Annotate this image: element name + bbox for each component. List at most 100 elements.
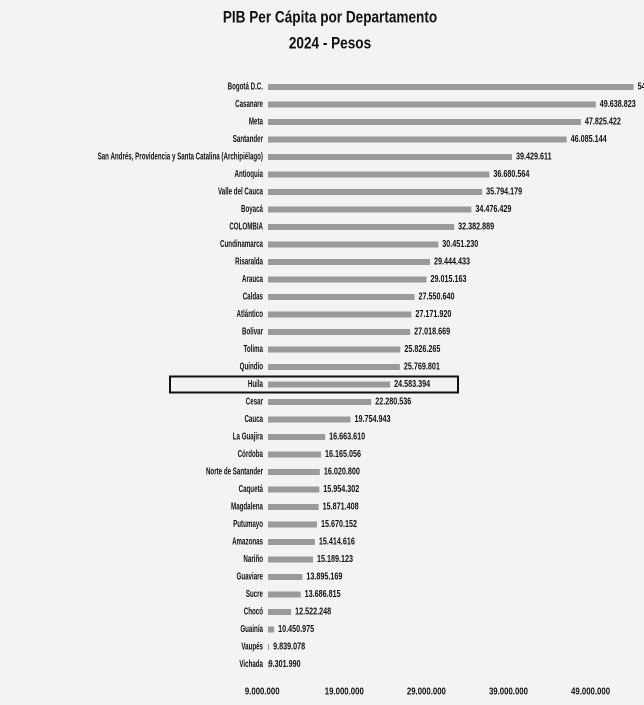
- value-label: 22.280.536: [375, 395, 411, 406]
- value-label: 35.794.179: [486, 185, 522, 196]
- bar: [268, 521, 317, 528]
- bar: [268, 399, 372, 405]
- bar: [268, 469, 320, 475]
- bar: [268, 119, 581, 125]
- value-label: 9.839.078: [273, 640, 305, 651]
- bar: [268, 609, 292, 615]
- value-label: 27.550.640: [418, 290, 454, 301]
- value-label: 39.429.611: [516, 150, 552, 161]
- value-label: 30.451.230: [442, 238, 478, 249]
- chart-subtitle: 2024 - Pesos: [289, 34, 371, 53]
- y-tick-label: Caldas: [243, 290, 264, 302]
- bar: [268, 486, 320, 493]
- value-label: 34.476.429: [475, 203, 511, 214]
- value-label: 25.769.801: [404, 360, 440, 371]
- y-tick-label: Antioquia: [234, 168, 263, 180]
- value-label: 12.522.248: [295, 605, 331, 616]
- value-label: 49.638.823: [600, 98, 636, 109]
- value-label: 27.018.669: [414, 325, 450, 336]
- value-label: 46.085.144: [571, 133, 607, 144]
- value-label: 16.663.610: [329, 430, 365, 441]
- bar: [268, 224, 455, 230]
- bar: [268, 539, 315, 545]
- x-tick-label: 29.000.000: [407, 686, 446, 697]
- y-tick-label: Chocó: [244, 605, 263, 617]
- value-label: 36.680.564: [493, 168, 529, 179]
- y-tick-label: San Andrés, Providencia y Santa Catalina…: [98, 150, 264, 162]
- y-tick-label: COLOMBIA: [229, 220, 263, 232]
- x-tick-label: 39.000.000: [489, 686, 528, 697]
- bar: [268, 189, 483, 195]
- y-tick-label: Santander: [233, 133, 264, 145]
- bar: [268, 294, 415, 300]
- value-label: 24.583.394: [394, 378, 430, 389]
- bar: [268, 259, 431, 265]
- value-label: 9.301.990: [269, 658, 301, 669]
- bar: [268, 626, 275, 633]
- bar: [268, 434, 326, 440]
- bar: [268, 644, 270, 650]
- y-tick-label: Cundinamarca: [220, 238, 263, 250]
- bar: [268, 346, 401, 353]
- value-label: 10.450.975: [278, 623, 314, 634]
- value-label: 19.754.943: [354, 413, 390, 424]
- bar: [268, 591, 301, 598]
- y-tick-label: Caquetá: [239, 483, 264, 495]
- y-tick-label: Magdalena: [231, 500, 263, 512]
- y-tick-label: Huila: [248, 378, 263, 390]
- y-tick-label: Cauca: [244, 413, 263, 425]
- y-tick-label: Meta: [249, 115, 263, 127]
- y-tick-label: Cesar: [246, 395, 264, 407]
- y-tick-label: Córdoba: [238, 448, 264, 460]
- y-tick-label: La Guajira: [233, 430, 264, 442]
- bar: [268, 556, 314, 563]
- bar: [268, 154, 512, 160]
- value-label: 15.670.152: [321, 518, 357, 529]
- y-tick-label: Boyacá: [241, 203, 263, 215]
- y-tick-label: Risaralda: [235, 255, 263, 267]
- value-label: 29.444.433: [434, 255, 470, 266]
- y-tick-label: Putumayo: [233, 518, 263, 530]
- bar: [268, 136, 567, 143]
- value-label: 15.954.302: [323, 483, 359, 494]
- y-tick-label: Nariño: [243, 553, 263, 565]
- y-tick-label: Atlántico: [237, 308, 263, 320]
- value-label: 13.686.815: [305, 588, 341, 599]
- bar: [268, 276, 427, 283]
- value-label: 47.825.422: [585, 115, 621, 126]
- value-label: 25.826.265: [404, 343, 440, 354]
- y-tick-label: Quindío: [240, 360, 263, 372]
- chart-title: PIB Per Cápita por Departamento: [223, 8, 437, 27]
- bar: [268, 84, 634, 90]
- bar: [268, 329, 411, 335]
- y-tick-label: Casanare: [235, 98, 263, 110]
- y-tick-label: Guainía: [240, 623, 263, 635]
- value-label: 32.382.889: [458, 220, 494, 231]
- bar: [268, 206, 472, 213]
- x-tick-label: 9.000.000: [245, 686, 280, 697]
- y-tick-label: Vichada: [239, 658, 263, 670]
- y-tick-label: Vaupés: [241, 640, 263, 652]
- value-label: 16.165.056: [325, 448, 361, 459]
- y-tick-label: Tolima: [244, 343, 264, 355]
- bar: [268, 451, 322, 458]
- bar: [268, 171, 490, 178]
- bar: [268, 311, 412, 318]
- x-tick-label: 19.000.000: [325, 686, 364, 697]
- bar: [268, 574, 303, 580]
- value-label: 16.020.800: [324, 465, 360, 476]
- value-label: 29.015.163: [430, 273, 466, 284]
- y-tick-label: Arauca: [242, 273, 263, 285]
- bar: [268, 381, 391, 388]
- bar: [268, 241, 439, 248]
- x-tick-label: 49.000.000: [571, 686, 610, 697]
- y-tick-label: Bogotá D.C.: [228, 80, 263, 92]
- bar: [268, 101, 596, 108]
- value-label: 15.414.616: [319, 535, 355, 546]
- bar: [268, 661, 269, 668]
- bar: [268, 416, 351, 423]
- y-tick-label: Norte de Santander: [206, 465, 264, 477]
- bar: [268, 364, 400, 370]
- bar: [268, 504, 319, 510]
- y-tick-label: Bolívar: [242, 325, 264, 337]
